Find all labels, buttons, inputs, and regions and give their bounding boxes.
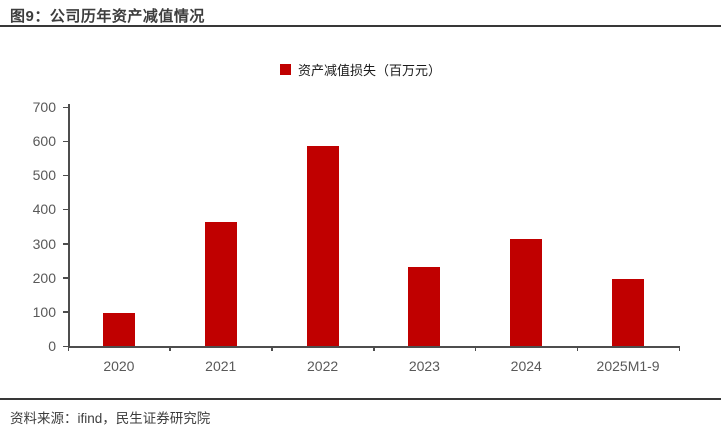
y-axis-tick-label: 700 — [32, 99, 56, 115]
x-axis-tick — [271, 346, 273, 351]
x-axis-tick — [373, 346, 375, 351]
bar — [204, 222, 237, 346]
y-axis-line — [68, 104, 70, 346]
y-axis-tick-label: 200 — [32, 269, 56, 286]
bar — [408, 267, 441, 346]
y-axis-tick — [63, 174, 68, 177]
title-underline-rule — [0, 25, 721, 27]
bar — [306, 146, 339, 346]
bar — [612, 278, 645, 346]
footer-rule — [0, 398, 721, 400]
source-attribution: 资料来源：ifind，民生证券研究院 — [10, 411, 211, 426]
y-axis-tick-label: 100 — [32, 303, 56, 320]
bar — [102, 313, 135, 346]
legend-series-label: 资产减值损失（百万元） — [297, 63, 441, 78]
y-axis-tick-label: 0 — [48, 338, 56, 354]
y-axis-tick — [63, 208, 68, 211]
y-axis-tick — [63, 243, 68, 245]
y-axis-tick-label: 300 — [32, 235, 56, 252]
x-axis-label: 2021 — [205, 358, 237, 374]
y-axis-tick — [63, 277, 68, 279]
chart-legend: 资产减值损失（百万元） — [0, 60, 721, 79]
y-axis-tick — [63, 106, 68, 108]
x-axis-tick — [169, 346, 171, 351]
x-axis-tick — [678, 346, 680, 351]
x-axis-tick — [67, 346, 69, 351]
figure-title: 图9：公司历年资产减值情况 — [10, 8, 205, 25]
y-axis-tick-label: 500 — [32, 167, 56, 184]
bar — [510, 239, 543, 346]
x-axis-label: 2024 — [510, 358, 542, 374]
x-axis-label: 2020 — [103, 358, 135, 374]
x-axis-label: 2025M1-9 — [596, 358, 660, 374]
x-axis-label: 2023 — [408, 358, 440, 374]
y-axis-tick — [63, 140, 68, 143]
y-axis-tick-label: 400 — [32, 201, 56, 218]
y-axis-tick — [63, 311, 68, 313]
x-axis-tick — [576, 346, 579, 351]
y-axis-tick-label: 600 — [32, 133, 56, 150]
legend-marker-square — [279, 64, 291, 75]
y-axis-tick — [63, 345, 68, 347]
x-axis-label: 2022 — [307, 358, 339, 374]
x-axis-tick — [474, 346, 477, 351]
